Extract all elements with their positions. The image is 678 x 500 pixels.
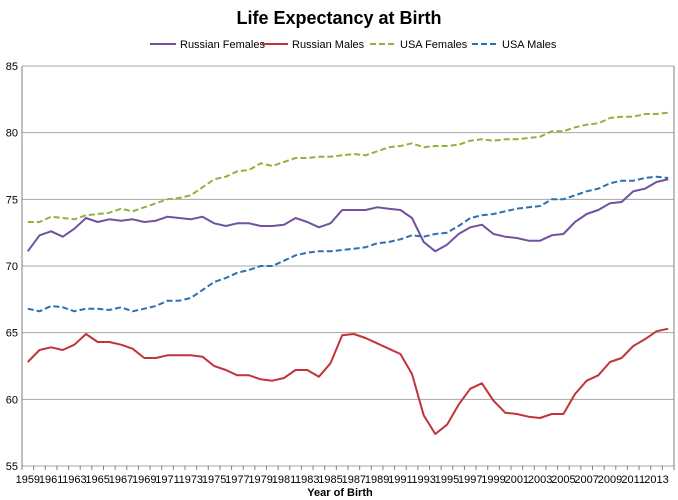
y-tick-label: 65: [6, 328, 18, 340]
series-line-usa-females: [27, 111, 669, 223]
series-line-usa-males: [27, 175, 669, 313]
y-tick-label: 60: [6, 394, 18, 406]
legend-label: Russian Males: [292, 39, 365, 51]
x-axis-label: Year of Birth: [307, 487, 373, 499]
x-tick-label: 1973: [179, 474, 203, 486]
series-line-russian-males: [27, 327, 669, 435]
x-tick-label: 2009: [598, 474, 622, 486]
gridlines: [21, 65, 675, 467]
x-tick-label: 1983: [295, 474, 319, 486]
legend-label: USA Females: [400, 39, 468, 51]
x-tick-label: 1987: [342, 474, 366, 486]
y-tick-label: 55: [6, 461, 18, 473]
chart-title: Life Expectancy at Birth: [236, 8, 441, 28]
series-line-russian-females: [26, 178, 669, 253]
legend: Russian Females Russian Males USA Females U…: [150, 39, 557, 51]
x-tick-label: 1959: [16, 474, 40, 486]
x-tick-label: 2003: [528, 474, 552, 486]
y-tick-label: 80: [6, 128, 18, 140]
series-lines: [26, 111, 669, 435]
x-tick-label: 1985: [318, 474, 342, 486]
y-tick-label: 85: [6, 61, 18, 73]
x-tick-label: 2001: [505, 474, 529, 486]
x-tick-label: 1967: [109, 474, 133, 486]
x-tick-label: 2011: [621, 474, 645, 486]
x-tick-label: 1965: [85, 474, 109, 486]
x-tick-label: 1961: [39, 474, 63, 486]
x-tick-label: 1969: [132, 474, 156, 486]
x-tick-label: 1981: [272, 474, 296, 486]
x-tick-label: 2013: [644, 474, 668, 486]
x-tick-label: 1999: [481, 474, 505, 486]
x-tick-label: 1993: [411, 474, 435, 486]
y-axis-ticks: 55 60 65 70 75 80 85: [6, 61, 18, 473]
x-tick-label: 2005: [551, 474, 575, 486]
legend-label: USA Males: [502, 39, 557, 51]
x-tick-label: 1989: [365, 474, 389, 486]
x-tick-label: 1975: [202, 474, 226, 486]
x-tick-label: 1997: [458, 474, 482, 486]
x-tick-label: 1979: [248, 474, 272, 486]
x-tick-label: 1977: [225, 474, 249, 486]
legend-label: Russian Females: [180, 39, 265, 51]
y-tick-label: 75: [6, 194, 18, 206]
x-tick-label: 1991: [388, 474, 412, 486]
x-tick-label: 1963: [62, 474, 86, 486]
x-axis: 1959196119631965196719691971197319751977…: [16, 466, 675, 486]
x-tick-label: 2007: [574, 474, 598, 486]
y-tick-label: 70: [6, 261, 18, 273]
x-tick-label: 1995: [435, 474, 459, 486]
x-tick-label: 1971: [155, 474, 179, 486]
